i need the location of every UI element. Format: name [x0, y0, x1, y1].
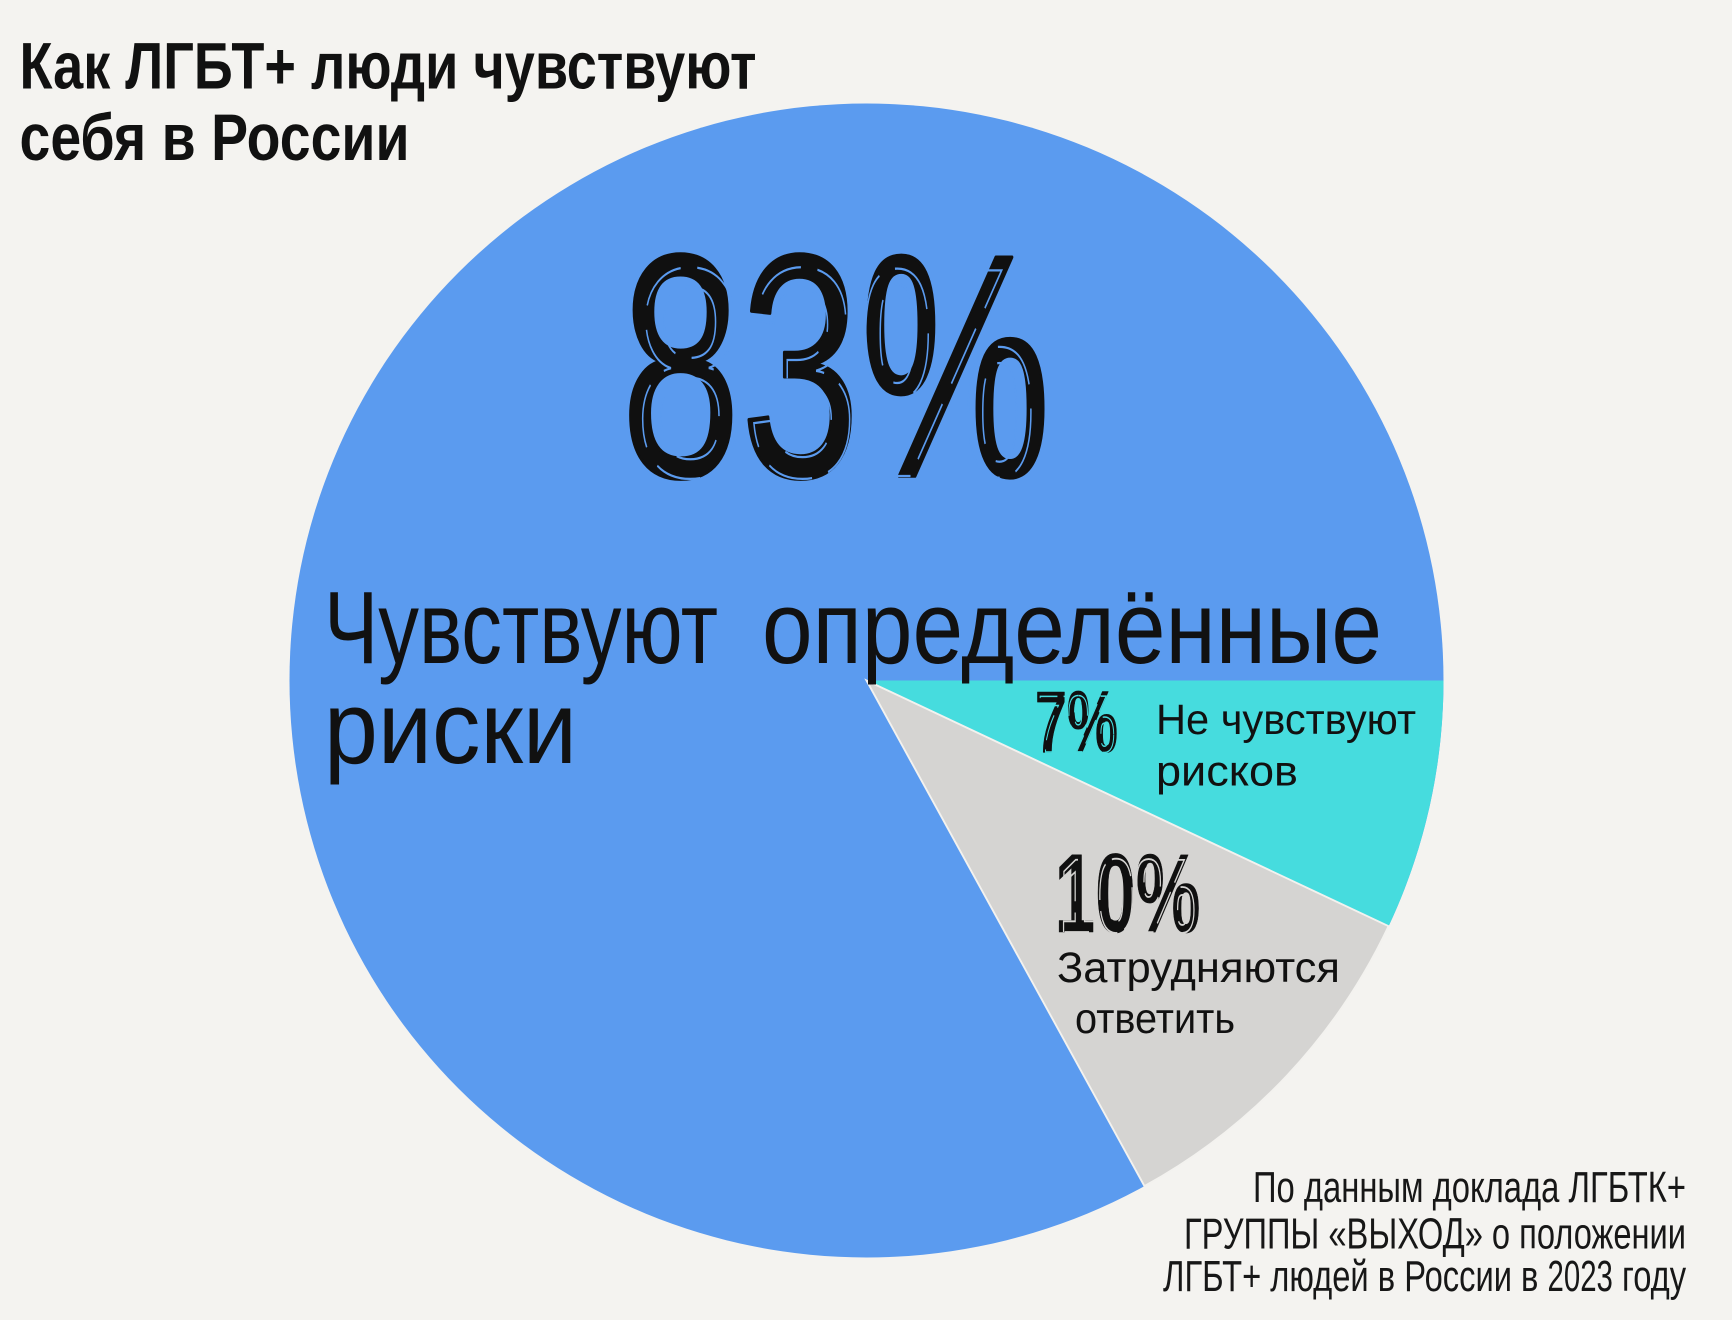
svg-text:себя в России: себя в России	[20, 100, 410, 174]
svg-text:7%: 7%	[1038, 680, 1115, 770]
svg-text:году: году	[1613, 1252, 1686, 1301]
svg-text:83%: 83%	[634, 206, 1038, 540]
svg-text:По данным доклада ЛГБТК+: По данным доклада ЛГБТК+	[1253, 1163, 1686, 1212]
svg-text:ЛГБТ+ людей в России в: ЛГБТ+ людей в России в	[1163, 1252, 1548, 1301]
svg-text:определённые: определённые	[762, 570, 1382, 685]
svg-text:Не чувствуют: Не чувствуют	[1156, 696, 1416, 744]
svg-text:Как ЛГБТ+ люди чувствуют: Как ЛГБТ+ люди чувствуют	[20, 29, 757, 103]
svg-text:риски: риски	[324, 670, 577, 785]
svg-text:Затрудняются: Затрудняются	[1057, 944, 1340, 992]
svg-text:2023: 2023	[1548, 1252, 1613, 1301]
svg-text:Чувствуют: Чувствуют	[324, 570, 718, 685]
svg-text:7%: 7%	[1035, 674, 1118, 771]
svg-text:10%: 10%	[1059, 838, 1196, 955]
svg-text:ответить: ответить	[1075, 995, 1235, 1043]
svg-text:рисков: рисков	[1156, 748, 1298, 796]
svg-text:83%: 83%	[621, 189, 1051, 544]
svg-text:10%: 10%	[1055, 831, 1201, 956]
svg-text:ГРУППЫ «ВЫХОД» о положении: ГРУППЫ «ВЫХОД» о положении	[1184, 1210, 1686, 1259]
